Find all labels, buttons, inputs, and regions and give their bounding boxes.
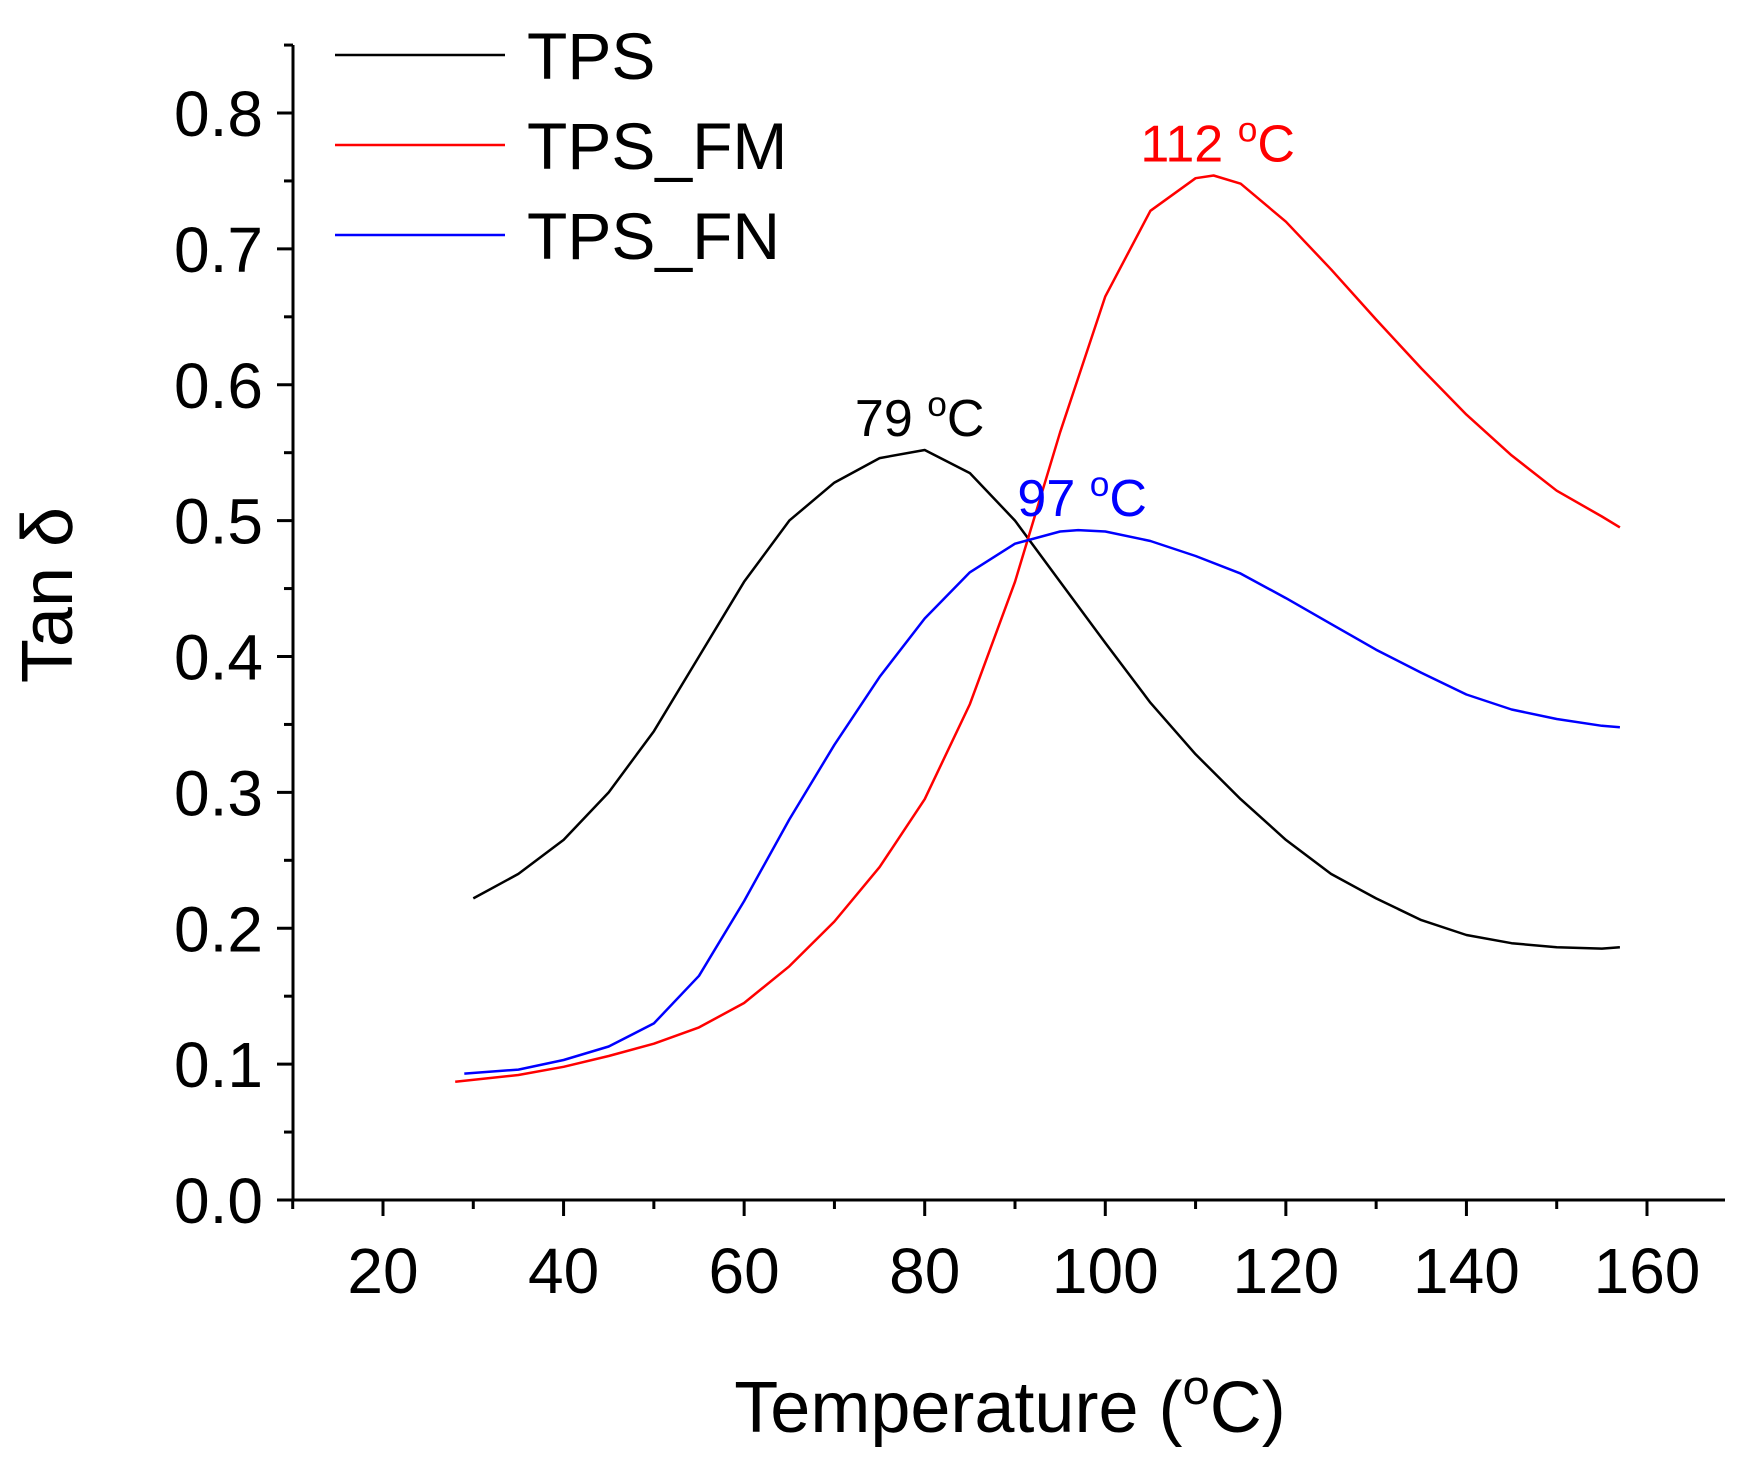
y-tick-label: 0.0 [174,1165,263,1237]
x-tick-label: 20 [347,1235,418,1307]
peak-annotation: 97 oC [1017,465,1147,528]
x-tick-label: 40 [528,1235,599,1307]
peak-annotation: 112 oC [1140,111,1295,174]
peak-annotation: 79 oC [855,385,985,448]
y-tick-label: 0.5 [174,486,263,558]
x-tick-label: 80 [889,1235,960,1307]
series-group [455,174,1621,1084]
y-ticks: 0.0 0.1 0.2 0.3 0.4 0.5 0.6 0.7 0.8 [174,43,293,1237]
series-line-tps-fn [464,528,1620,1075]
x-axis-title: Temperature (oC) [734,1361,1285,1448]
legend-label: TPS_FN [527,199,780,273]
x-tick-label: 160 [1594,1235,1701,1307]
y-tick-label: 0.6 [174,350,263,422]
y-axis-title: Tan δ [8,507,88,683]
x-tick-label: 60 [709,1235,780,1307]
y-tick-label: 0.3 [174,757,263,829]
legend-label: TPS [527,19,655,93]
y-tick-label: 0.1 [174,1029,263,1101]
legend-label: TPS_FM [527,109,787,183]
y-tick-label: 0.2 [174,893,263,965]
series-line-tps-fm [455,174,1621,1084]
annotation-group: 79 oC 112 oC 97 oC [855,111,1295,529]
legend: TPS TPS_FM TPS_FN [335,19,787,273]
series-line-tps [472,448,1620,950]
x-tick-label: 120 [1232,1235,1339,1307]
y-tick-label: 0.4 [174,622,263,694]
x-ticks: 20 40 60 80 100 120 140 160 [291,1200,1701,1307]
x-tick-label: 140 [1413,1235,1520,1307]
y-tick-label: 0.8 [174,78,263,150]
y-tick-label: 0.7 [174,214,263,286]
x-tick-label: 100 [1052,1235,1159,1307]
